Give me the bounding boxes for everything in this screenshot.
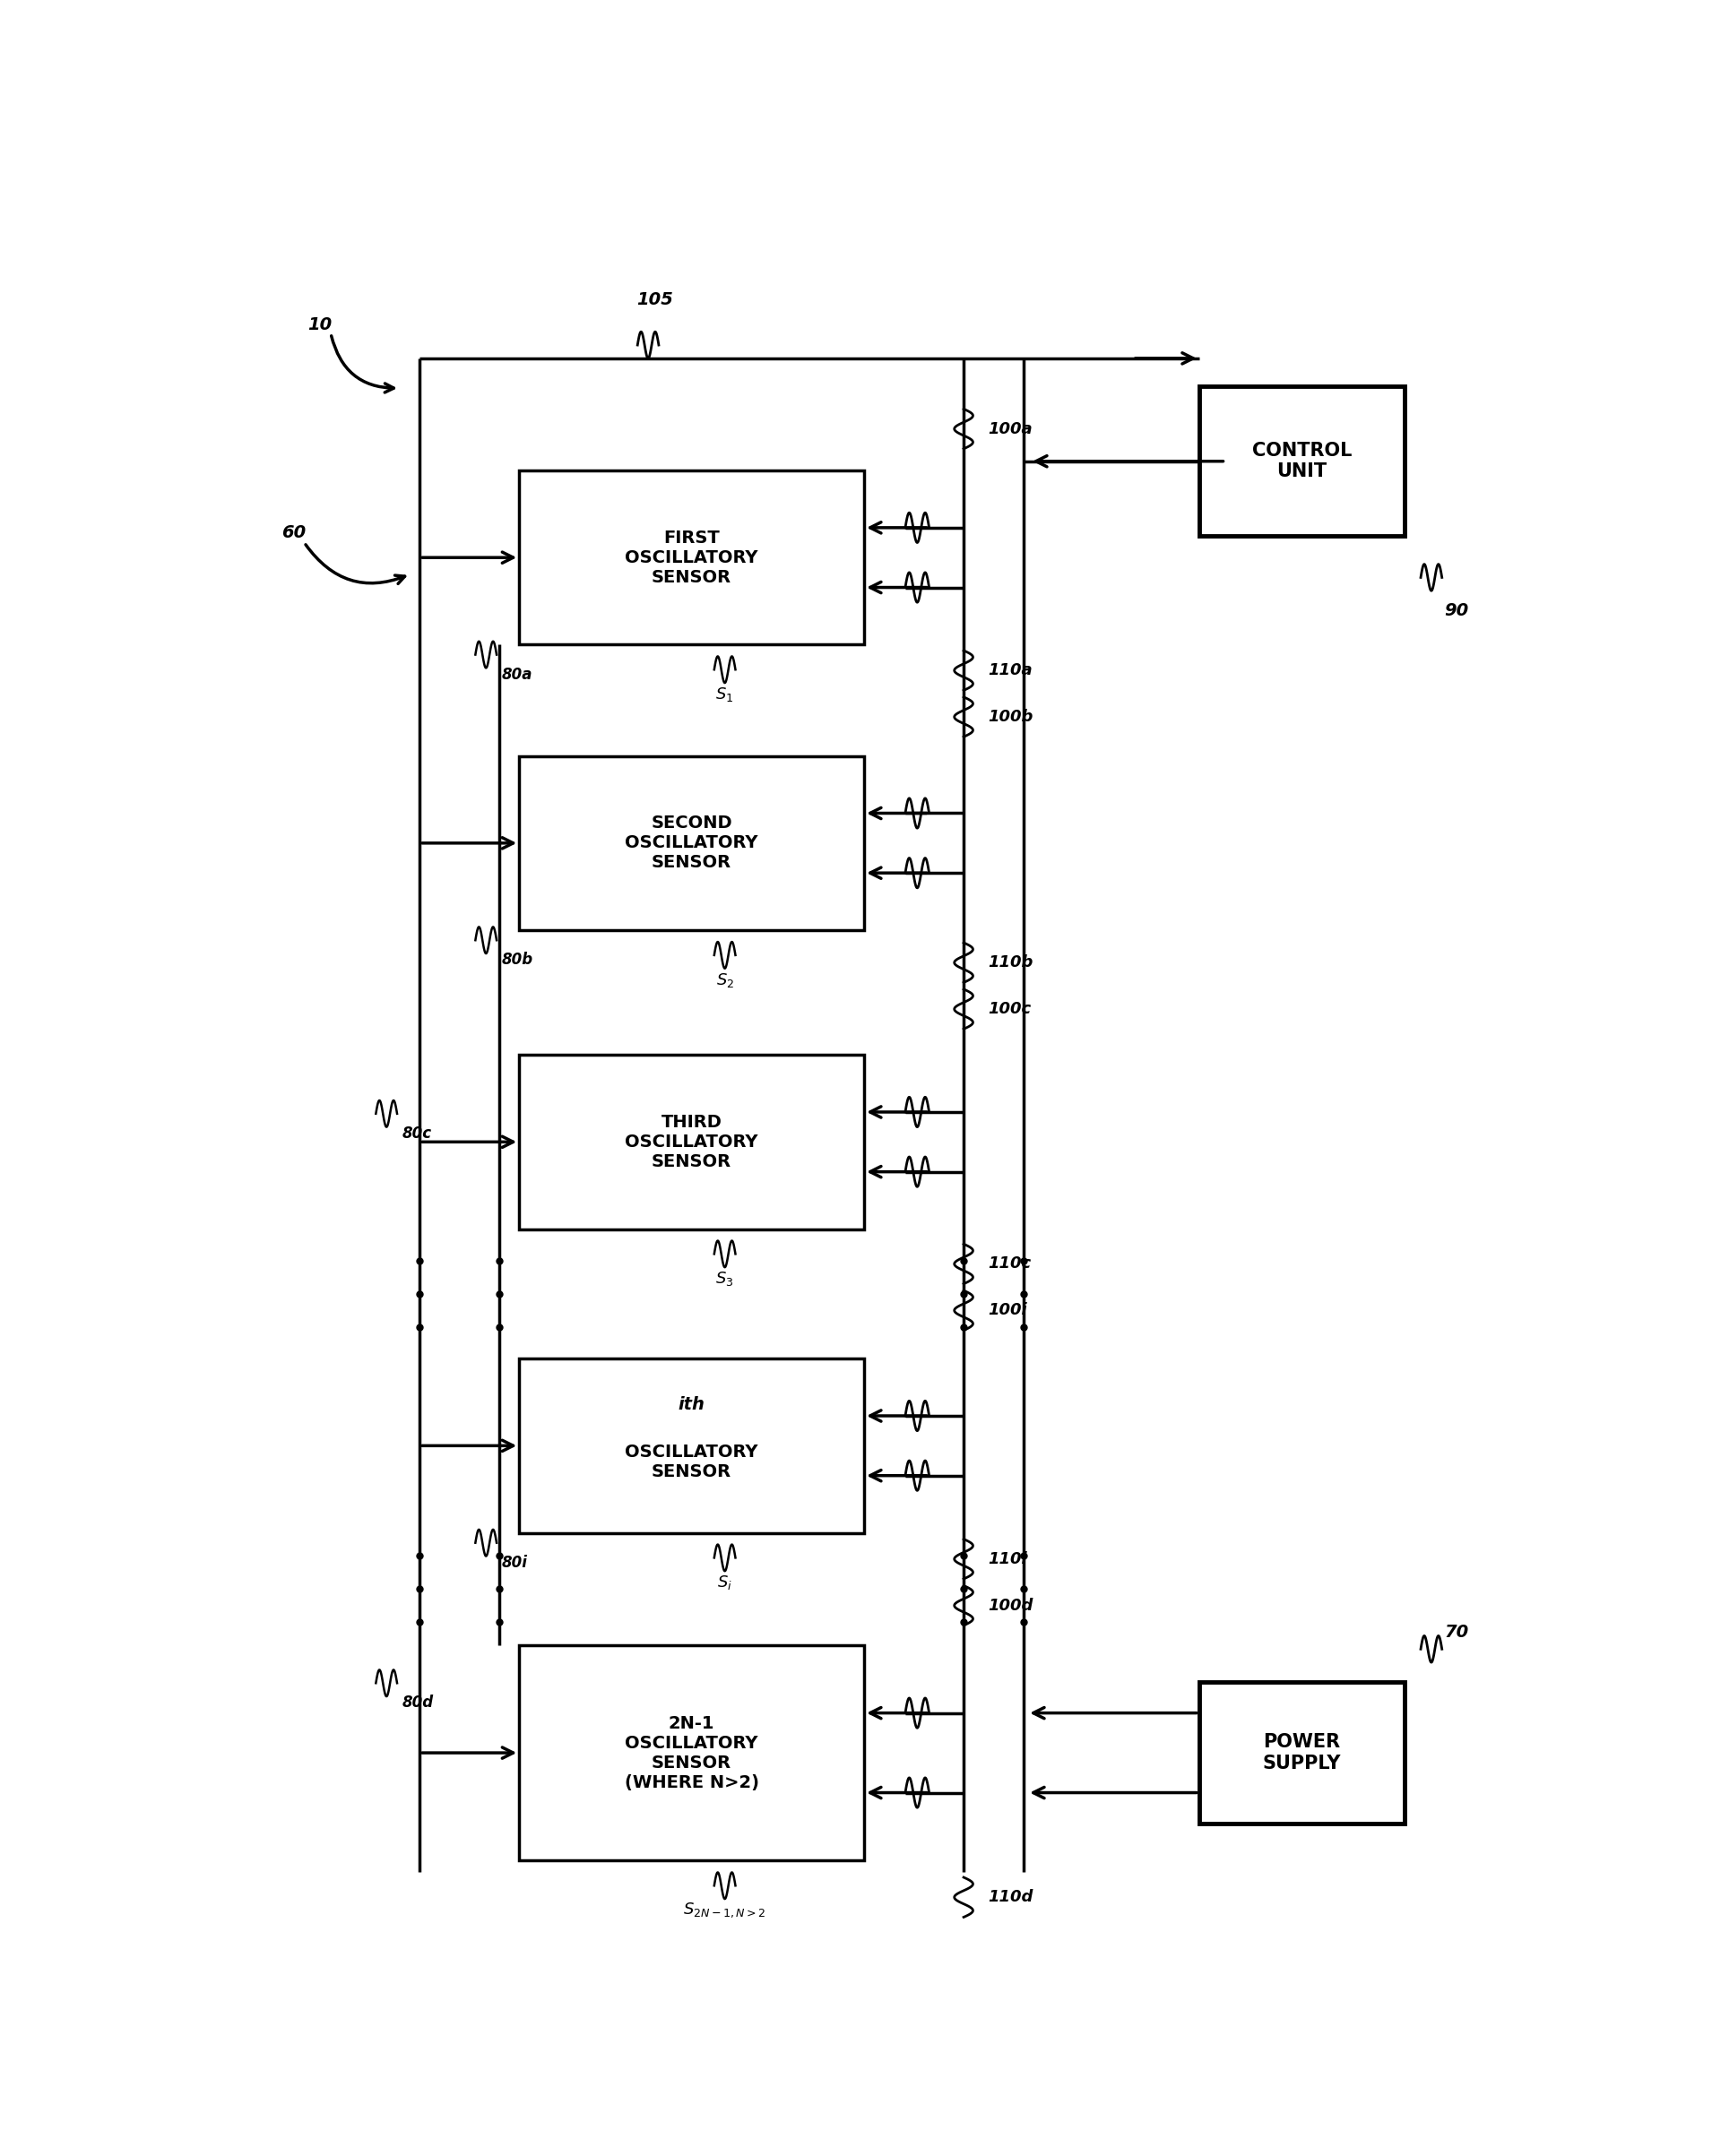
FancyBboxPatch shape (519, 757, 865, 929)
Text: 100b: 100b (988, 709, 1032, 724)
Text: 80c: 80c (402, 1125, 431, 1143)
Text: FIRST
OSCILLATORY
SENSOR: FIRST OSCILLATORY SENSOR (625, 530, 758, 586)
Text: 100a: 100a (988, 420, 1032, 438)
FancyBboxPatch shape (519, 1645, 865, 1861)
Text: 80i: 80i (502, 1554, 527, 1572)
Text: 2N-1
OSCILLATORY
SENSOR
(WHERE N>2): 2N-1 OSCILLATORY SENSOR (WHERE N>2) (625, 1714, 758, 1792)
Text: $S_1$: $S_1$ (716, 686, 734, 703)
Text: 105: 105 (637, 291, 673, 308)
Text: 100c: 100c (988, 1000, 1031, 1018)
FancyBboxPatch shape (1198, 1682, 1406, 1824)
Text: $S_i$: $S_i$ (717, 1574, 733, 1591)
Text: ith: ith (678, 1395, 705, 1412)
Text: 60: 60 (281, 524, 306, 541)
Text: $S_{2N-1,N>2}$: $S_{2N-1,N>2}$ (683, 1902, 767, 1919)
Text: OSCILLATORY
SENSOR: OSCILLATORY SENSOR (625, 1445, 758, 1481)
Text: CONTROL
UNIT: CONTROL UNIT (1251, 442, 1352, 481)
Text: 110i: 110i (988, 1550, 1027, 1567)
FancyBboxPatch shape (1198, 386, 1406, 537)
FancyBboxPatch shape (519, 1358, 865, 1533)
Text: SECOND
OSCILLATORY
SENSOR: SECOND OSCILLATORY SENSOR (625, 815, 758, 871)
Text: $S_3$: $S_3$ (716, 1270, 734, 1287)
Text: 110d: 110d (988, 1889, 1032, 1906)
Text: 110a: 110a (988, 662, 1032, 679)
Text: 80b: 80b (502, 953, 534, 968)
Text: $S_2$: $S_2$ (716, 970, 734, 990)
Text: 100i: 100i (988, 1302, 1027, 1319)
Text: 10: 10 (308, 317, 332, 334)
Text: 100d: 100d (988, 1598, 1032, 1613)
Text: 70: 70 (1445, 1623, 1469, 1641)
Text: 110c: 110c (988, 1255, 1031, 1272)
Text: 90: 90 (1445, 602, 1469, 619)
Text: 80d: 80d (402, 1695, 433, 1712)
FancyBboxPatch shape (519, 1054, 865, 1229)
Text: POWER
SUPPLY: POWER SUPPLY (1263, 1733, 1340, 1772)
Text: THIRD
OSCILLATORY
SENSOR: THIRD OSCILLATORY SENSOR (625, 1115, 758, 1171)
Text: 110b: 110b (988, 955, 1032, 970)
Text: 80a: 80a (502, 666, 532, 683)
FancyBboxPatch shape (519, 470, 865, 645)
